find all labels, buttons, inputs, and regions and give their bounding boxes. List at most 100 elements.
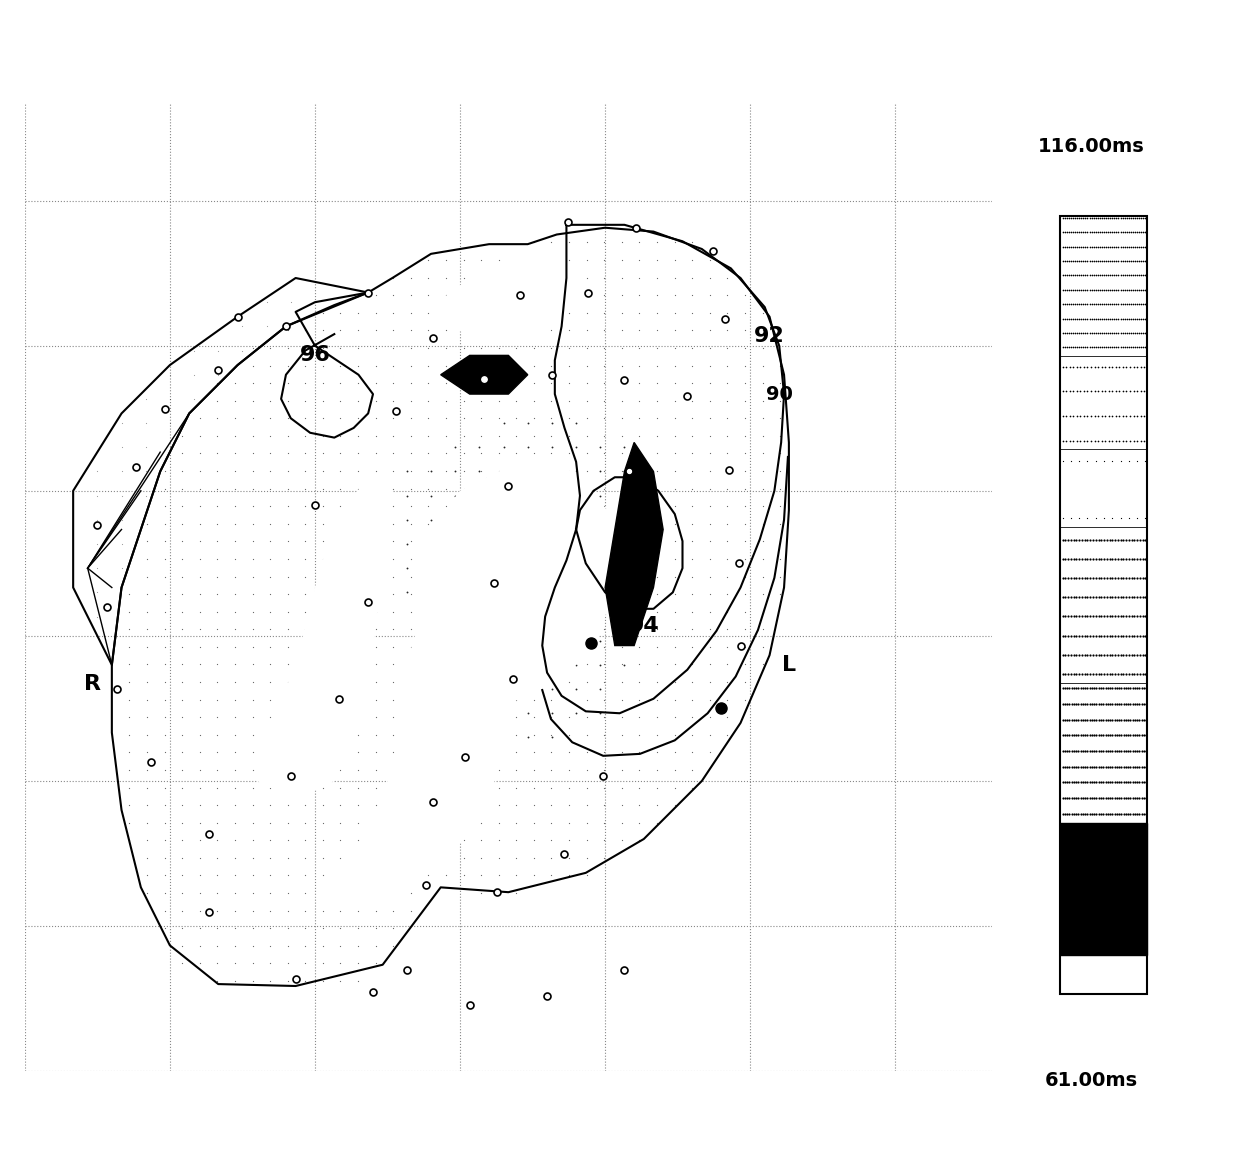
Point <box>525 462 544 480</box>
Point <box>1106 266 1126 285</box>
Point <box>489 690 508 708</box>
Point <box>594 655 614 674</box>
Point <box>460 772 480 790</box>
Point <box>476 630 496 649</box>
Point <box>119 831 139 849</box>
Point <box>1116 695 1136 713</box>
Point <box>590 559 610 577</box>
Point <box>1123 324 1143 342</box>
Point <box>1115 266 1135 285</box>
Point <box>190 831 210 849</box>
Point <box>1068 237 1087 256</box>
Point <box>418 779 438 797</box>
Point <box>1135 432 1154 450</box>
Point <box>1131 339 1151 357</box>
Point <box>155 532 175 551</box>
Point <box>1080 324 1100 342</box>
Point <box>489 655 508 674</box>
Point <box>1094 530 1114 548</box>
Point <box>348 884 368 902</box>
Point <box>1080 339 1100 357</box>
Point <box>260 462 280 480</box>
Point <box>444 566 464 584</box>
Point <box>1118 804 1138 823</box>
Point <box>1058 588 1078 606</box>
Point <box>1086 627 1106 645</box>
Point <box>1107 550 1127 568</box>
Point <box>243 831 263 849</box>
Point <box>1102 645 1122 664</box>
Point <box>542 339 562 357</box>
Point <box>1092 209 1112 227</box>
Point <box>1130 237 1149 256</box>
Point <box>594 392 614 410</box>
Point <box>615 631 635 650</box>
Point <box>1102 607 1122 626</box>
Point <box>1058 758 1078 776</box>
Polygon shape <box>1060 682 1147 823</box>
Point <box>454 251 474 270</box>
Point <box>1080 251 1100 270</box>
Point <box>454 866 474 885</box>
Point <box>1102 237 1122 256</box>
Point <box>1086 280 1106 298</box>
Point <box>577 585 596 604</box>
Point <box>559 779 579 797</box>
Point <box>525 479 544 498</box>
Point <box>1086 295 1106 313</box>
Point <box>682 497 702 515</box>
Point <box>1094 509 1114 528</box>
Point <box>615 462 635 480</box>
Point <box>1130 324 1149 342</box>
Point <box>454 708 474 727</box>
Point <box>1066 804 1086 823</box>
Point <box>559 426 579 445</box>
Point <box>718 462 738 480</box>
Point <box>1078 530 1097 548</box>
Point <box>1122 588 1142 606</box>
Point <box>160 389 180 408</box>
Point <box>1096 789 1116 808</box>
Point <box>207 602 227 621</box>
Point <box>1075 726 1095 744</box>
Point <box>647 620 667 638</box>
Point <box>1065 237 1085 256</box>
Point <box>471 620 491 638</box>
Point <box>1136 645 1156 664</box>
Point <box>471 743 491 761</box>
Point <box>718 532 738 551</box>
Point <box>718 726 738 744</box>
Point <box>1102 280 1122 298</box>
Point <box>1099 237 1118 256</box>
Point <box>1107 569 1127 588</box>
Point <box>471 286 491 304</box>
Point <box>1136 665 1156 683</box>
Point <box>594 303 614 321</box>
Point <box>1074 280 1094 298</box>
Point <box>594 233 614 251</box>
Point <box>1074 222 1094 241</box>
Point <box>590 704 610 722</box>
Point <box>1102 588 1122 606</box>
Point <box>577 831 596 849</box>
Point <box>1066 530 1086 548</box>
Point <box>348 919 368 938</box>
Point <box>470 583 490 601</box>
Point <box>243 708 263 727</box>
Point <box>567 607 587 626</box>
Point <box>494 414 513 432</box>
Point <box>278 339 298 357</box>
Point <box>418 743 438 761</box>
Point <box>1130 804 1149 823</box>
Point <box>1135 357 1154 376</box>
Point <box>1053 357 1073 376</box>
Point <box>1063 209 1083 227</box>
Point <box>112 510 131 529</box>
Point <box>718 708 738 727</box>
Point <box>1091 607 1111 626</box>
Point <box>1136 726 1156 744</box>
Point <box>665 585 684 604</box>
Point <box>647 602 667 621</box>
Point <box>1133 339 1153 357</box>
Point <box>1091 789 1111 808</box>
